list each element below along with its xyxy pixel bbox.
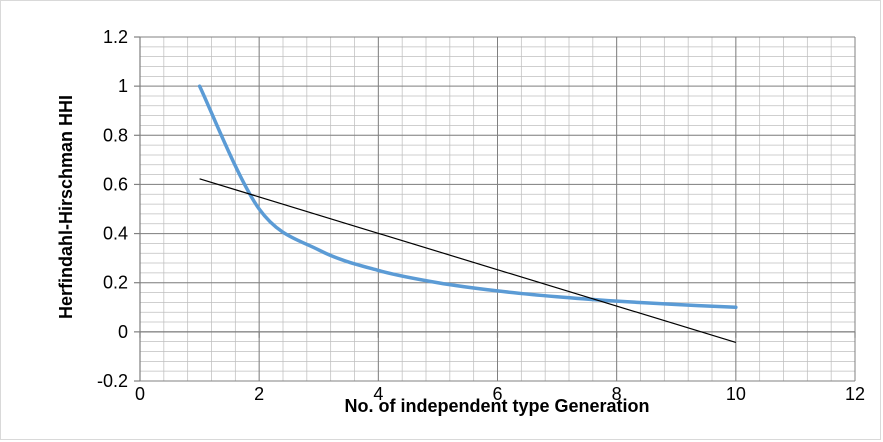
y-tick-label: 0.4 — [103, 224, 128, 244]
y-tick-label: 0.6 — [103, 174, 128, 194]
y-axis-title: Herfindahl-Hirschman HHI — [56, 95, 76, 319]
y-tick-label: 1 — [118, 76, 128, 96]
axes — [134, 36, 856, 382]
x-axis-title: No. of independent type Generation — [344, 396, 649, 416]
x-tick-label: 0 — [135, 384, 145, 404]
x-tick-label: 8 — [612, 384, 622, 404]
y-tick-label: 0.2 — [103, 273, 128, 293]
y-tick-label: -0.2 — [97, 371, 128, 391]
y-tick-label: 1.2 — [103, 27, 128, 47]
hhi-series-line — [197, 84, 738, 310]
linear-trendline — [199, 178, 737, 343]
x-tick-label: 6 — [492, 384, 502, 404]
y-tick-label: 0.8 — [103, 125, 128, 145]
x-tick-label: 2 — [254, 384, 264, 404]
major-grid — [139, 36, 856, 382]
x-tick-label: 10 — [726, 384, 746, 404]
series-layer — [197, 84, 738, 343]
tick-labels: 0 2 4 6 8 10 12 -0.2 0 0.2 0.4 0.6 0.8 1 1.2 — [97, 27, 865, 404]
y-tick-label: 0 — [118, 322, 128, 342]
x-tick-label: 4 — [373, 384, 383, 404]
x-tick-label: 12 — [845, 384, 865, 404]
